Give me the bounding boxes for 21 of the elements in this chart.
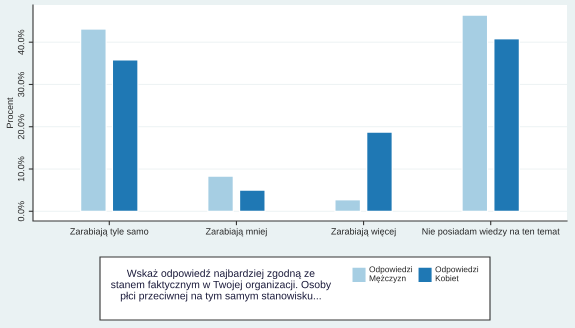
y-tick-label: 30.0%	[18, 72, 24, 97]
bar	[334, 199, 361, 212]
x-tick-label: Zarabiają tyle samo	[70, 228, 148, 236]
bar	[493, 38, 520, 212]
y-axis-title: Procent	[6, 98, 14, 128]
legend-label: Odpowiedzi Kobiet	[435, 266, 478, 282]
legend-title: Wskaż odpowiedź najbardziej zgodną ze stanem faktycznym w Twojej organizacji. Osoby płci przeciwnej na tym samym stanowisku...	[111, 269, 332, 302]
bar	[366, 132, 393, 212]
x-tick-label: Zarabiają mniej	[206, 228, 267, 236]
y-tick-label: 40.0%	[18, 30, 24, 55]
y-tick-label: 20.0%	[18, 114, 24, 140]
bar	[239, 190, 266, 212]
x-tick-label: Nie posiadam wiedzy na ten temat	[422, 228, 560, 236]
bar	[80, 28, 107, 212]
bar	[207, 176, 234, 212]
x-tick-label: Zarabiają więcej	[331, 228, 396, 236]
bar	[462, 14, 488, 212]
y-tick-label: 10.0%	[18, 156, 24, 182]
y-tick-label: 0.0%	[18, 201, 24, 222]
bar	[112, 59, 138, 212]
legend-label: Odpowiedzi Mężczyzn	[369, 266, 412, 283]
